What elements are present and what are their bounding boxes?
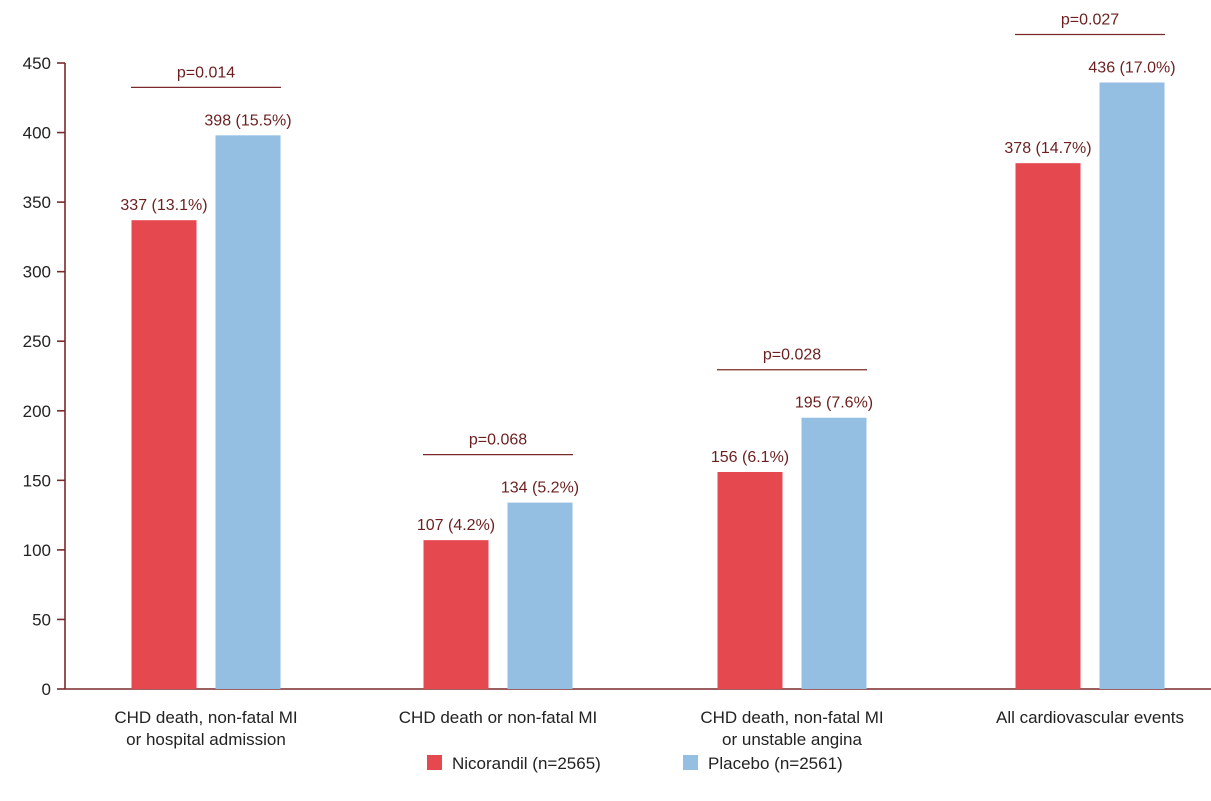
x-axis-categories: CHD death, non-fatal MI or hospital admis… xyxy=(114,708,1184,749)
data-label: 107 (4.2%) xyxy=(417,517,495,534)
p-value-annotations: p=0.014 p=0.068 p=0.028 p=0.027 xyxy=(131,11,1165,456)
category-label: or hospital admission xyxy=(126,730,286,749)
legend-label: Nicorandil (n=2565) xyxy=(452,754,601,773)
y-tick-label: 200 xyxy=(23,402,51,421)
data-label: 156 (6.1%) xyxy=(711,449,789,466)
y-tick-label: 150 xyxy=(23,471,51,490)
data-label: 195 (7.6%) xyxy=(795,395,873,412)
p-value-label: p=0.027 xyxy=(1061,11,1119,28)
category-label: CHD death, non-fatal MI xyxy=(114,708,297,727)
data-label: 337 (13.1%) xyxy=(120,197,207,214)
category-label: or unstable angina xyxy=(722,730,862,749)
data-label: 134 (5.2%) xyxy=(501,480,579,497)
p-value-label: p=0.028 xyxy=(763,347,821,364)
p-value-label: p=0.014 xyxy=(177,64,235,81)
category-label: CHD death or non-fatal MI xyxy=(399,708,597,727)
y-tick-label: 450 xyxy=(23,54,51,73)
category-label: All cardiovascular events xyxy=(996,708,1184,727)
data-label: 378 (14.7%) xyxy=(1004,140,1091,157)
y-tick-label: 400 xyxy=(23,124,51,143)
y-tick-label: 50 xyxy=(32,610,51,629)
bar-placebo xyxy=(215,135,281,690)
data-label: 436 (17.0%) xyxy=(1088,59,1175,76)
bar-placebo xyxy=(507,502,573,689)
bar-nicorandil xyxy=(1015,163,1081,689)
p-value-label: p=0.068 xyxy=(469,432,527,449)
y-tick-label: 100 xyxy=(23,541,51,560)
legend-label: Placebo (n=2561) xyxy=(708,754,843,773)
y-tick-label: 0 xyxy=(42,680,51,699)
legend-swatch xyxy=(683,755,698,770)
category-label: CHD death, non-fatal MI xyxy=(700,708,883,727)
bars xyxy=(131,82,1165,690)
y-tick-label: 350 xyxy=(23,193,51,212)
bar-nicorandil xyxy=(131,220,197,689)
bar-placebo xyxy=(1099,82,1165,689)
bar-nicorandil xyxy=(423,540,489,689)
data-labels: 337 (13.1%) 398 (15.5%) 107 (4.2%) 134 (5.2… xyxy=(120,59,1175,534)
data-label: 398 (15.5%) xyxy=(204,112,291,129)
bar-placebo xyxy=(801,417,867,689)
legend-swatch xyxy=(427,755,442,770)
legend: Nicorandil (n=2565) Placebo (n=2561) xyxy=(427,754,843,773)
y-tick-label: 250 xyxy=(23,332,51,351)
y-tick-label: 300 xyxy=(23,263,51,282)
bar-nicorandil xyxy=(717,471,783,689)
